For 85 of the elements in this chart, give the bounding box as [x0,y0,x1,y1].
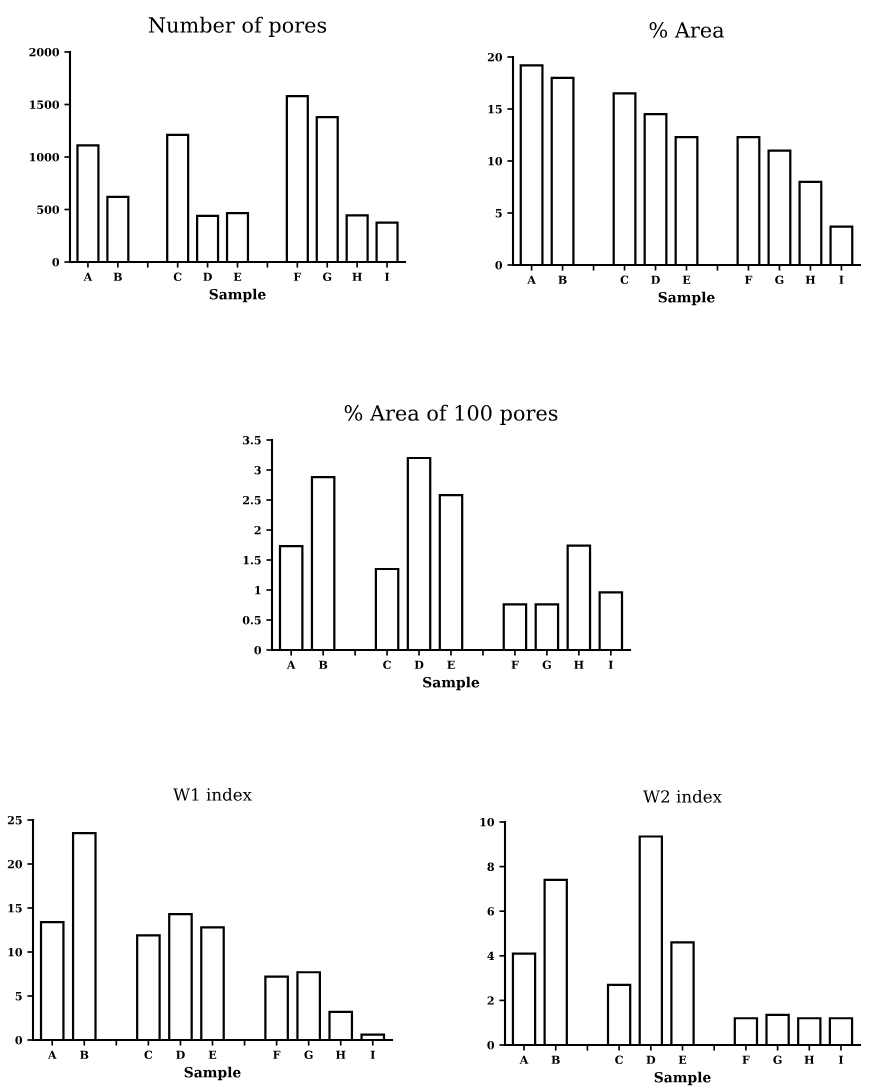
x-axis-title: Sample [654,1071,711,1086]
x-tick-label: E [678,1055,687,1064]
x-tick-label: D [651,275,660,284]
y-tick-label: 4 [487,951,495,961]
x-tick-label: B [113,272,122,281]
x-tick-label: F [742,1055,750,1064]
x-tick-label: A [519,1055,529,1064]
y-tick-label: 20 [487,52,503,62]
y-tick-label: 10 [8,947,23,957]
x-tick-label: A [83,272,93,281]
y-tick-label: 1.5 [243,555,261,565]
x-tick-label: H [574,660,584,669]
x-tick-label: E [208,1050,217,1059]
x-tick-label: C [615,1055,623,1065]
y-tick-label: 0 [495,260,503,270]
y-tick-label: 15 [8,903,22,913]
x-tick-label: E [447,660,455,669]
x-tick-label: I [608,660,613,669]
y-tick-label: 2 [487,996,494,1005]
x-tick-label: G [775,275,784,285]
y-tick-label: 6 [487,907,494,916]
x-tick-label: B [318,660,328,669]
x-tick-label: G [304,1050,313,1060]
chart-title: W2 index [643,789,722,803]
x-tick-label: G [773,1055,782,1065]
y-tick-label: 500 [37,205,60,214]
y-tick-label: 1500 [30,100,60,109]
y-tick-label: 0 [487,1040,495,1050]
x-tick-label: C [173,272,182,282]
y-tick-label: 2000 [29,47,60,57]
x-tick-label: D [203,272,212,281]
y-tick-label: 1000 [30,152,60,162]
x-axis-title: Sample [658,291,715,306]
x-tick-label: E [682,275,691,284]
x-tick-label: B [558,275,567,284]
x-tick-label: F [745,275,753,284]
y-tick-label: 25 [7,815,22,825]
x-tick-label: H [804,1055,815,1064]
x-tick-label: H [352,272,362,281]
y-tick-label: 0.5 [242,615,261,625]
x-tick-label: E [233,272,242,281]
x-tick-label: I [838,1055,844,1064]
y-tick-label: 5 [15,992,22,1001]
x-tick-label: B [80,1050,89,1059]
y-tick-label: 0 [15,1035,23,1045]
y-tick-label: 2 [254,525,261,535]
x-tick-label: A [527,275,537,284]
x-tick-label: A [286,660,296,669]
x-tick-label: C [383,660,391,670]
x-tick-label: B [551,1055,560,1064]
x-tick-label: D [646,1055,656,1064]
x-tick-label: D [176,1050,185,1059]
chart-title: % Area of 100 pores [344,404,558,425]
y-tick-label: 15 [488,104,502,114]
chart-title: W1 index [173,787,252,801]
x-tick-label: G [542,660,551,670]
y-tick-label: 10 [488,156,503,166]
x-tick-label: C [144,1050,153,1060]
x-tick-label: A [47,1050,57,1059]
chart-title: % Area [649,22,724,38]
y-tick-label: 3 [254,465,261,475]
x-tick-label: F [293,272,302,281]
x-tick-label: H [335,1050,346,1059]
y-tick-label: 8 [487,862,494,871]
y-tick-label: 2.5 [243,495,261,505]
y-tick-label: 0 [254,645,262,655]
x-tick-label: D [414,660,424,669]
y-tick-label: 0 [52,257,60,267]
x-tick-label: H [805,275,816,284]
y-tick-label: 20 [7,859,23,869]
y-tick-label: 10 [480,817,495,827]
x-tick-label: I [370,1050,375,1059]
x-axis-title: Sample [423,676,480,691]
y-tick-label: 3.5 [243,435,261,445]
chart-title: Number of pores [148,16,327,37]
x-axis-title: Sample [209,288,266,303]
x-tick-label: I [384,272,390,281]
x-tick-label: I [839,275,844,284]
y-tick-label: 5 [495,209,502,218]
y-tick-label: 1 [255,585,261,595]
x-axis-title: Sample [184,1066,241,1081]
x-tick-label: F [273,1050,281,1059]
x-tick-label: F [511,660,519,669]
x-tick-label: G [322,272,332,282]
x-tick-label: C [620,275,629,285]
